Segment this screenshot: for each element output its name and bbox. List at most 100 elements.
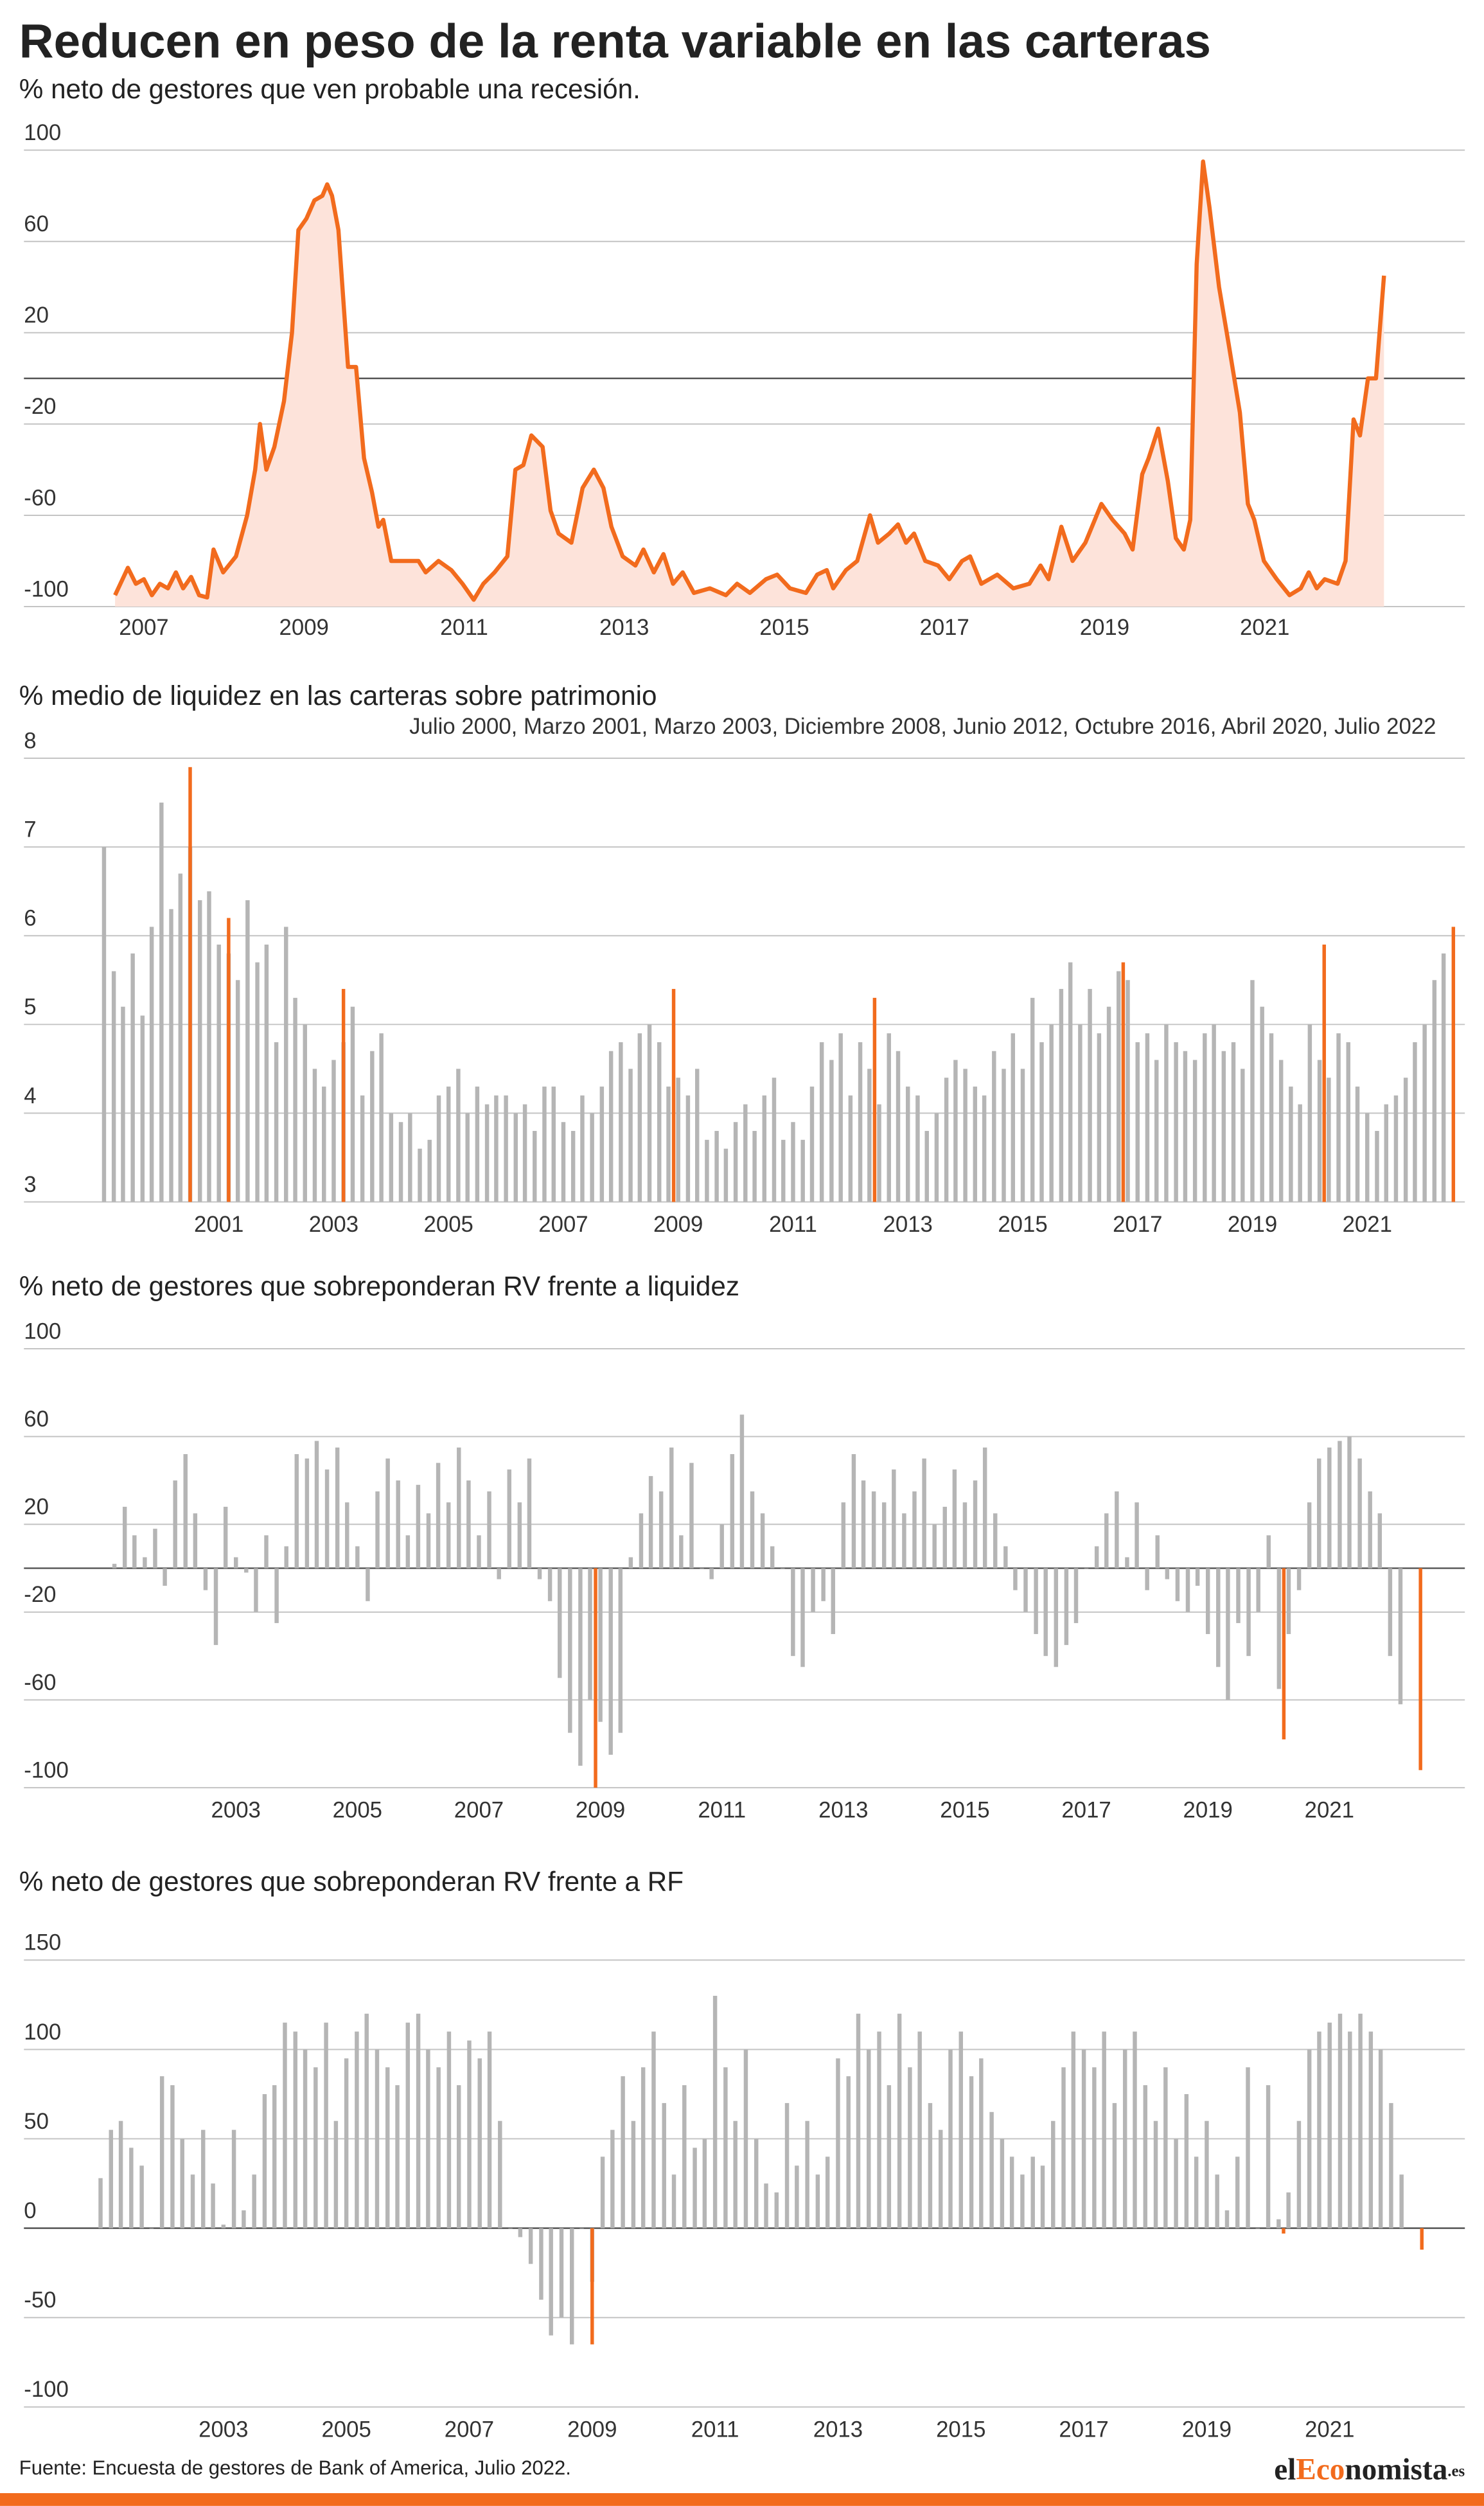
bar	[917, 2031, 922, 2228]
bar	[1327, 1447, 1332, 1568]
x-tick-label: 2003	[309, 1213, 358, 1237]
bar	[580, 1095, 585, 1202]
bar	[1338, 1441, 1342, 1568]
bar	[303, 1024, 307, 1202]
bar	[1399, 2174, 1404, 2228]
bar	[992, 1051, 996, 1202]
bar	[405, 1535, 411, 1568]
bar	[953, 1060, 958, 1202]
bar	[685, 1095, 691, 1202]
bar	[1336, 1033, 1341, 1202]
y-tick-label: -60	[24, 486, 56, 510]
bar	[1002, 1069, 1006, 1202]
x-tick-label: 2019	[1228, 1213, 1277, 1237]
bar	[743, 2049, 748, 2228]
bar	[963, 1069, 967, 1202]
bar	[1192, 1060, 1197, 1202]
x-tick-label: 2009	[653, 1213, 703, 1237]
x-tick-label: 2005	[333, 1799, 382, 1823]
bar	[1296, 1568, 1302, 1590]
x-tick-label: 2015	[998, 1213, 1047, 1237]
y-tick-label: 20	[24, 303, 49, 328]
bar	[159, 803, 164, 1202]
bar	[689, 1462, 694, 1568]
bar	[1125, 1557, 1129, 1568]
bar	[1097, 1033, 1102, 1202]
bar	[379, 1033, 384, 1202]
bar	[599, 1086, 605, 1202]
bar	[366, 1568, 370, 1601]
bar	[1451, 927, 1456, 1202]
bar	[671, 2174, 676, 2228]
bar	[350, 1006, 355, 1202]
bar	[385, 2067, 390, 2228]
bar	[102, 847, 107, 1202]
bar	[558, 1568, 562, 1678]
bar	[345, 1502, 349, 1568]
y-tick-label: -20	[24, 1583, 56, 1607]
bar	[944, 1078, 949, 1202]
bar	[1174, 1042, 1178, 1202]
bar	[513, 1113, 518, 1202]
bar	[178, 873, 183, 1202]
x-tick-label: 2017	[1059, 2417, 1108, 2442]
x-tick-label: 2017	[1113, 1213, 1162, 1237]
bar	[867, 1069, 872, 1202]
logo: elEconomista.es	[1274, 2453, 1465, 2487]
bar	[838, 1033, 843, 1202]
bar	[1282, 1568, 1286, 1739]
bar	[1092, 2067, 1097, 2228]
bar	[770, 1546, 775, 1568]
bar	[682, 2085, 687, 2228]
bar	[477, 1535, 481, 1568]
bar	[262, 2094, 267, 2228]
bar	[640, 2067, 646, 2228]
bar	[896, 1051, 901, 1202]
bar	[934, 1113, 939, 1202]
bar	[851, 1453, 856, 1568]
y-tick-label: 3	[24, 1173, 36, 1197]
bar	[805, 2120, 809, 2228]
bar	[1226, 1568, 1230, 1700]
bar	[1298, 1104, 1302, 1202]
bar	[760, 1513, 765, 1568]
bar	[1064, 1568, 1069, 1646]
bar	[1073, 1568, 1079, 1623]
x-tick-label: 2019	[1080, 616, 1129, 640]
bar	[720, 1524, 724, 1568]
bar	[1143, 2085, 1147, 2228]
bar	[628, 1557, 633, 1568]
bar	[1307, 1024, 1312, 1202]
bar	[245, 900, 250, 1202]
bar	[153, 1529, 157, 1568]
x-tick-label: 2011	[440, 616, 488, 640]
bar	[815, 2174, 820, 2228]
bar	[637, 1033, 642, 1202]
bar	[1413, 1042, 1417, 1202]
bar	[809, 1086, 815, 1202]
y-tick-label: 20	[24, 1495, 49, 1520]
bar	[197, 900, 202, 1202]
x-tick-label: 2003	[211, 1799, 261, 1823]
bar	[201, 2129, 206, 2228]
bar	[466, 1480, 471, 1568]
bar	[628, 1069, 633, 1202]
bar	[231, 2129, 236, 2228]
bar	[973, 1480, 978, 1568]
bar	[405, 2022, 411, 2228]
bar	[1260, 1006, 1264, 1202]
bar	[671, 989, 676, 1202]
bar	[969, 2076, 974, 2228]
x-tick-label: 2003	[199, 2417, 248, 2442]
bar	[590, 1113, 594, 1202]
bar	[1145, 1568, 1149, 1590]
bar	[772, 1078, 777, 1202]
bar	[733, 2120, 738, 2228]
bar	[416, 2013, 421, 2228]
bar	[1289, 1086, 1293, 1202]
bar	[702, 2138, 707, 2228]
bar	[207, 891, 211, 1202]
bar	[1133, 2031, 1137, 2228]
bar	[111, 971, 116, 1202]
x-tick-label: 2015	[936, 2417, 985, 2442]
